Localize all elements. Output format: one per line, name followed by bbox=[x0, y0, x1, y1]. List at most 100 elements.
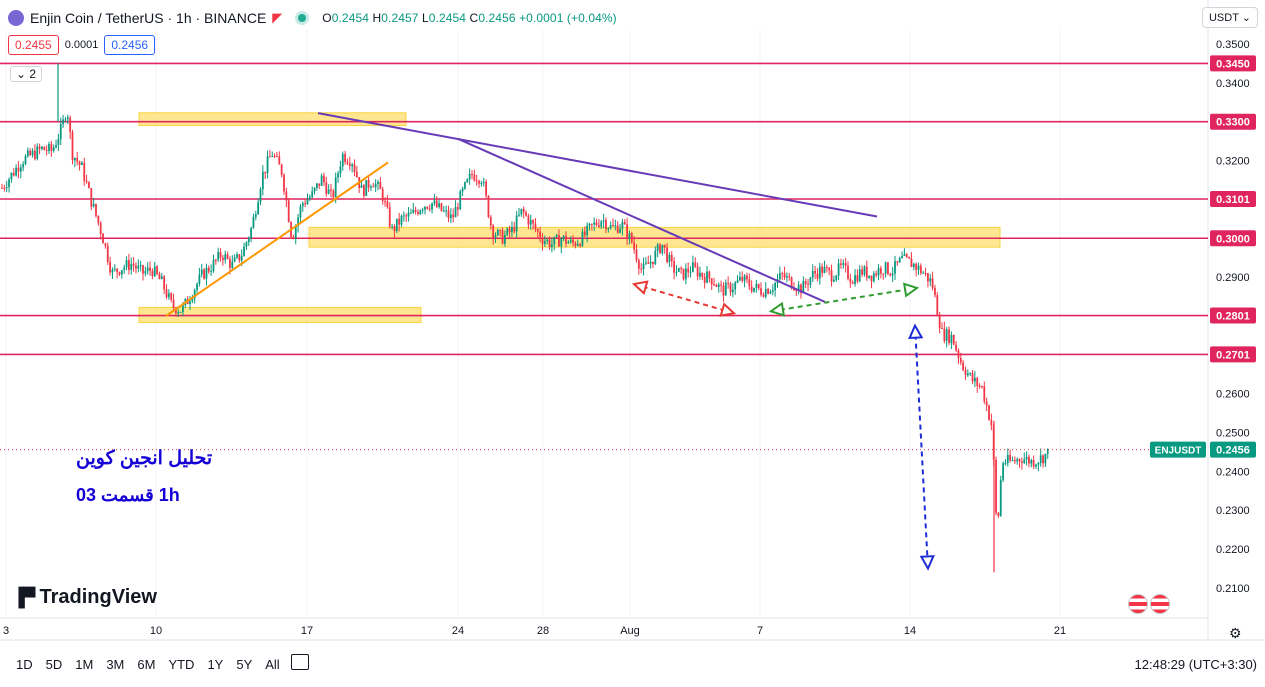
us-flag-icon[interactable] bbox=[1128, 594, 1148, 614]
ohlc-change: +0.0001 (+0.04%) bbox=[519, 11, 617, 25]
candle-body bbox=[431, 203, 433, 210]
range-all[interactable]: All bbox=[265, 657, 280, 672]
y-tick-label: 0.3200 bbox=[1216, 156, 1250, 168]
y-tick-label: 0.2600 bbox=[1216, 389, 1250, 401]
candle-body bbox=[269, 156, 271, 158]
flag-icon[interactable]: ◤ bbox=[272, 10, 283, 25]
candle-body bbox=[692, 262, 694, 272]
range-5d[interactable]: 5D bbox=[45, 657, 63, 672]
candle-body bbox=[555, 234, 558, 237]
indicators-toggle[interactable]: ⌄ 2 bbox=[10, 66, 43, 82]
candle-body bbox=[85, 180, 88, 183]
candle-body bbox=[461, 188, 464, 192]
range-6m[interactable]: 6M bbox=[137, 657, 156, 672]
candle-body bbox=[609, 225, 612, 229]
calendar-icon[interactable] bbox=[291, 654, 309, 670]
level-badge bbox=[1210, 346, 1256, 363]
candle-body bbox=[569, 239, 572, 243]
candle-body bbox=[55, 144, 57, 148]
candle-body bbox=[412, 209, 415, 213]
candle-body bbox=[92, 203, 95, 207]
candle-body bbox=[924, 272, 927, 274]
candle-body bbox=[504, 234, 506, 244]
candle-body bbox=[283, 174, 285, 192]
candle-body bbox=[266, 156, 269, 174]
candle-body bbox=[739, 276, 741, 281]
candle-body bbox=[17, 167, 20, 172]
tradingview-logo[interactable]: ▐▀ TradingView bbox=[12, 586, 157, 609]
candle-body bbox=[210, 270, 213, 272]
range-3m[interactable]: 3M bbox=[106, 657, 125, 672]
candle-body bbox=[511, 226, 513, 233]
y-tick-label: 0.3400 bbox=[1216, 78, 1250, 90]
arrow-blue-head bbox=[919, 555, 935, 571]
candle-body bbox=[191, 298, 194, 302]
candle-body bbox=[299, 206, 302, 218]
candle-body bbox=[854, 275, 856, 284]
candle-body bbox=[966, 373, 969, 376]
candle-body bbox=[612, 225, 614, 227]
candle-body bbox=[633, 242, 636, 250]
candle-body bbox=[57, 139, 60, 145]
candle-body bbox=[405, 215, 408, 217]
candle-body bbox=[842, 263, 845, 265]
candle-body bbox=[957, 350, 960, 358]
us-flag-icon[interactable] bbox=[1150, 594, 1170, 614]
y-tick-label: 0.2200 bbox=[1216, 544, 1250, 556]
candle-body bbox=[231, 261, 234, 268]
candle-body bbox=[207, 267, 210, 272]
range-ytd[interactable]: YTD bbox=[168, 657, 195, 672]
candle-body bbox=[38, 146, 41, 149]
candle-body bbox=[217, 251, 220, 260]
economic-events[interactable] bbox=[1128, 594, 1170, 614]
candle-body bbox=[823, 267, 826, 273]
candle-body bbox=[3, 187, 6, 189]
candle-body bbox=[682, 268, 685, 280]
candle-body bbox=[800, 284, 802, 294]
market-status-icon bbox=[298, 14, 307, 22]
candle-body bbox=[567, 242, 570, 244]
candle-body bbox=[334, 177, 337, 198]
candle-body bbox=[449, 214, 452, 219]
settings-gear-icon[interactable]: ⚙ bbox=[1229, 625, 1242, 641]
candle-body bbox=[753, 287, 755, 292]
candle-body bbox=[428, 208, 431, 210]
candle-body bbox=[325, 182, 328, 194]
x-tick-label: 24 bbox=[452, 625, 464, 637]
candle-body bbox=[637, 260, 640, 269]
symbol-title[interactable]: Enjin Coin / TetherUS · 1h · BINANCE bbox=[30, 10, 267, 26]
candle-body bbox=[313, 187, 316, 192]
candle-body bbox=[844, 263, 847, 266]
candle-body bbox=[323, 175, 325, 183]
candle-body bbox=[475, 180, 478, 182]
sell-price-button[interactable]: 0.2455 bbox=[8, 35, 59, 55]
candle-body bbox=[941, 327, 943, 329]
candle-body bbox=[487, 195, 490, 217]
range-1m[interactable]: 1M bbox=[75, 657, 94, 672]
candle-body bbox=[656, 244, 659, 251]
candle-body bbox=[572, 239, 574, 243]
range-1y[interactable]: 1Y bbox=[207, 657, 224, 672]
candle-body bbox=[840, 263, 842, 265]
candle-body bbox=[515, 215, 518, 232]
candle-body bbox=[1030, 460, 1033, 464]
candle-body bbox=[706, 271, 708, 283]
candle-body bbox=[654, 250, 657, 264]
candle-body bbox=[442, 210, 445, 212]
level-label: 0.3000 bbox=[1216, 233, 1250, 245]
range-5y[interactable]: 5Y bbox=[236, 657, 253, 672]
candle-body bbox=[135, 265, 137, 269]
buy-price-button[interactable]: 0.2456 bbox=[104, 35, 156, 55]
candle-body bbox=[398, 218, 401, 225]
candle-body bbox=[734, 282, 737, 290]
candle-body bbox=[146, 267, 149, 272]
candle-body bbox=[978, 385, 981, 387]
currency-select[interactable]: USDT ⌄ bbox=[1201, 7, 1258, 28]
y-tick-label: 0.2900 bbox=[1216, 272, 1250, 284]
candle-body bbox=[929, 278, 932, 282]
candle-body bbox=[66, 117, 69, 120]
range-1d[interactable]: 1D bbox=[16, 657, 33, 672]
candle-body bbox=[1021, 461, 1023, 463]
candle-body bbox=[912, 263, 915, 268]
